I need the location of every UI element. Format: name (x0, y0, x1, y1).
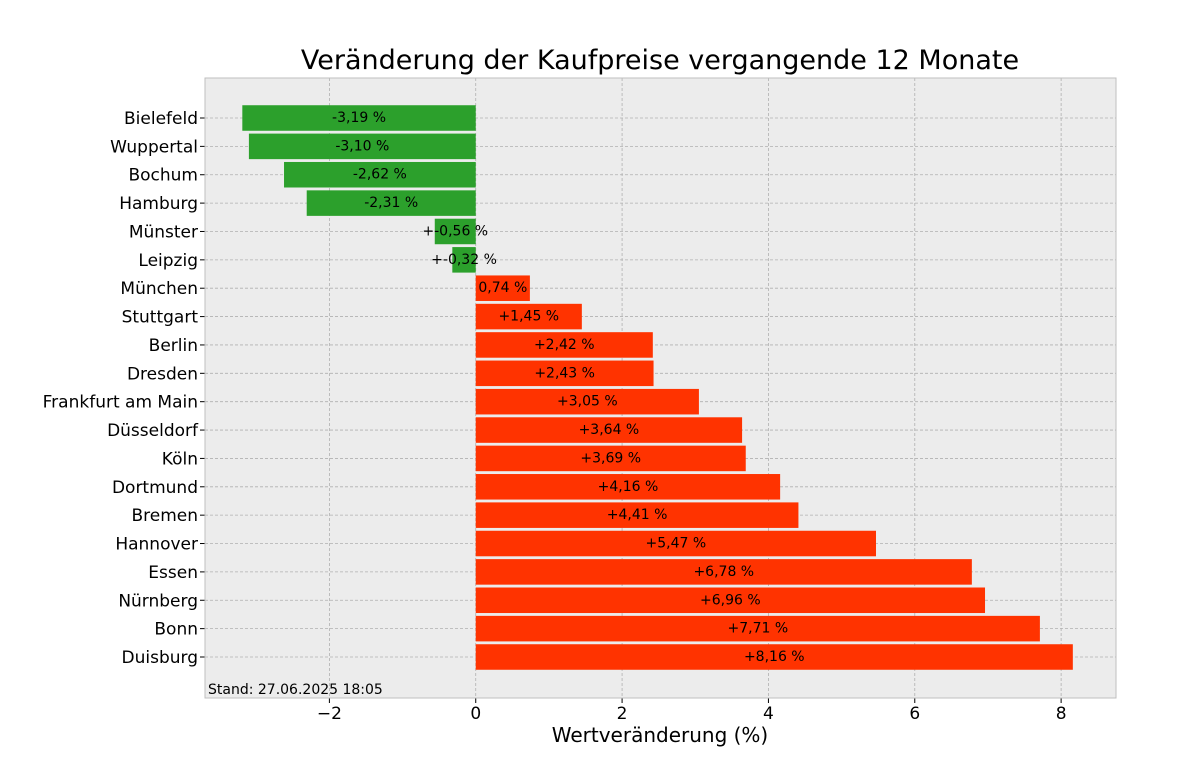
bar-value-label: +6,78 % (693, 564, 754, 580)
bar-labels: -3,19 % -3,10 % -2,62 % -2,31 %+-0,56 % +-0,… (332, 110, 805, 665)
bar (475, 360, 654, 387)
y-tick-label: Bonn (154, 620, 198, 640)
chart-title: Veränderung der Kaufpreise vergangende 1… (301, 45, 1019, 76)
x-tick-label: 2 (617, 704, 628, 724)
bar (452, 247, 476, 273)
bar (434, 218, 476, 245)
bar-value-label: +3,69 % (580, 450, 641, 466)
bar (475, 615, 1040, 642)
bar-value-label: +2,43 % (534, 365, 595, 381)
bar (284, 161, 476, 188)
bar (475, 644, 1073, 670)
y-tick-label: Dresden (127, 364, 198, 384)
bar (475, 445, 746, 472)
y-tick-label: Wuppertal (110, 137, 198, 157)
bar-value-label: +3,64 % (579, 422, 640, 438)
bar-value-label: +8,16 % (744, 649, 805, 665)
x-tick-label: 4 (763, 704, 774, 724)
bar (475, 502, 799, 528)
bar-value-label: -3,19 % (332, 110, 386, 126)
y-tick-label: München (120, 279, 198, 299)
y-tick-label: Köln (162, 449, 198, 469)
y-tick-label: Bochum (128, 166, 198, 186)
x-tick-label: 8 (1056, 704, 1067, 724)
bar-value-label: +5,47 % (646, 536, 707, 552)
y-tick-label: Nürnberg (118, 591, 198, 611)
bar-value-label: -2,31 % (364, 195, 418, 211)
bar (475, 303, 582, 330)
bar (306, 190, 476, 216)
y-tick-label: Bielefeld (124, 109, 198, 129)
bar-value-label: 0,74 % (478, 280, 527, 296)
y-tick-label: Dortmund (112, 478, 198, 498)
y-tick-label: Berlin (149, 336, 198, 356)
bar-value-label: +6,96 % (700, 592, 761, 608)
timestamp-annotation: Stand: 27.06.2025 18:05 (208, 682, 383, 698)
bar (475, 587, 986, 614)
y-axis-ticks: Bielefeld Wuppertal Bochum Hamburg Münster Le… (43, 109, 205, 668)
x-axis-label: Wertveränderung (%) (552, 723, 769, 747)
bar-value-label: +2,42 % (534, 337, 595, 353)
y-tick-label: Hamburg (119, 194, 198, 214)
y-tick-label: Frankfurt am Main (43, 393, 198, 413)
bar-value-label: +1,45 % (498, 309, 559, 325)
bar (475, 388, 699, 415)
y-tick-label: Düsseldorf (107, 421, 199, 441)
bar-value-label: -2,62 % (353, 167, 407, 183)
y-tick-label: Essen (148, 563, 198, 583)
bar-value-label: +7,71 % (727, 621, 788, 637)
bar (475, 474, 781, 500)
bar (248, 133, 476, 160)
plot-frame (204, 77, 1117, 699)
y-tick-label: Stuttgart (122, 308, 199, 328)
bar-value-label: +3,05 % (557, 394, 618, 410)
bar-value-label: +-0,32 % (431, 252, 497, 268)
bars (242, 105, 1073, 670)
bar-value-label: +4,41 % (607, 507, 668, 523)
y-tick-label: Duisburg (122, 648, 199, 668)
x-axis-ticks: −2 0 2 4 6 8 (317, 698, 1067, 724)
bar (242, 105, 476, 131)
x-tick-label: 6 (909, 704, 920, 724)
bar (475, 332, 653, 358)
bar (475, 559, 972, 585)
bar (475, 530, 876, 557)
bar-value-label: +4,16 % (598, 479, 659, 495)
bar-value-label: +-0,56 % (422, 223, 488, 239)
y-tick-label: Leipzig (138, 251, 198, 271)
y-tick-label: Hannover (115, 535, 198, 555)
bar (475, 417, 743, 443)
x-tick-label: −2 (317, 704, 342, 724)
bar (475, 275, 530, 301)
x-tick-label: 0 (470, 704, 481, 724)
y-tick-label: Münster (129, 222, 198, 242)
y-tick-label: Bremen (131, 506, 198, 526)
bar-value-label: -3,10 % (335, 138, 389, 154)
